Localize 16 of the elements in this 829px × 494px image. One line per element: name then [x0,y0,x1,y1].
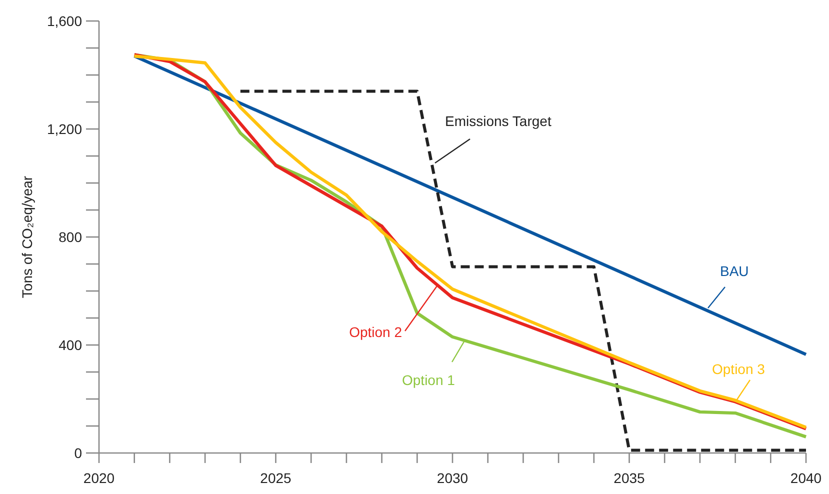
x-tick-label: 2020 [83,470,115,486]
y-tick-label: 400 [58,337,82,353]
text: Option 2 [349,324,402,340]
y-tick-label: 1,600 [46,13,82,29]
text: BAU [720,263,749,279]
y-tick-label: 1,200 [46,121,82,137]
y-tick-label: 0 [74,445,82,461]
series-label: Option 3 [712,361,766,377]
x-tick-label: 2030 [436,470,468,486]
x-tick-label: 2025 [260,470,292,486]
series-label: Emissions Target [445,113,552,129]
y-axis-title: Tons of CO₂eq/year [19,176,35,298]
y-tick-label: 800 [58,229,82,245]
x-tick-label: 2040 [790,470,822,486]
x-tick-label: 2035 [614,470,646,486]
legend-label: Option 1 [402,372,456,388]
